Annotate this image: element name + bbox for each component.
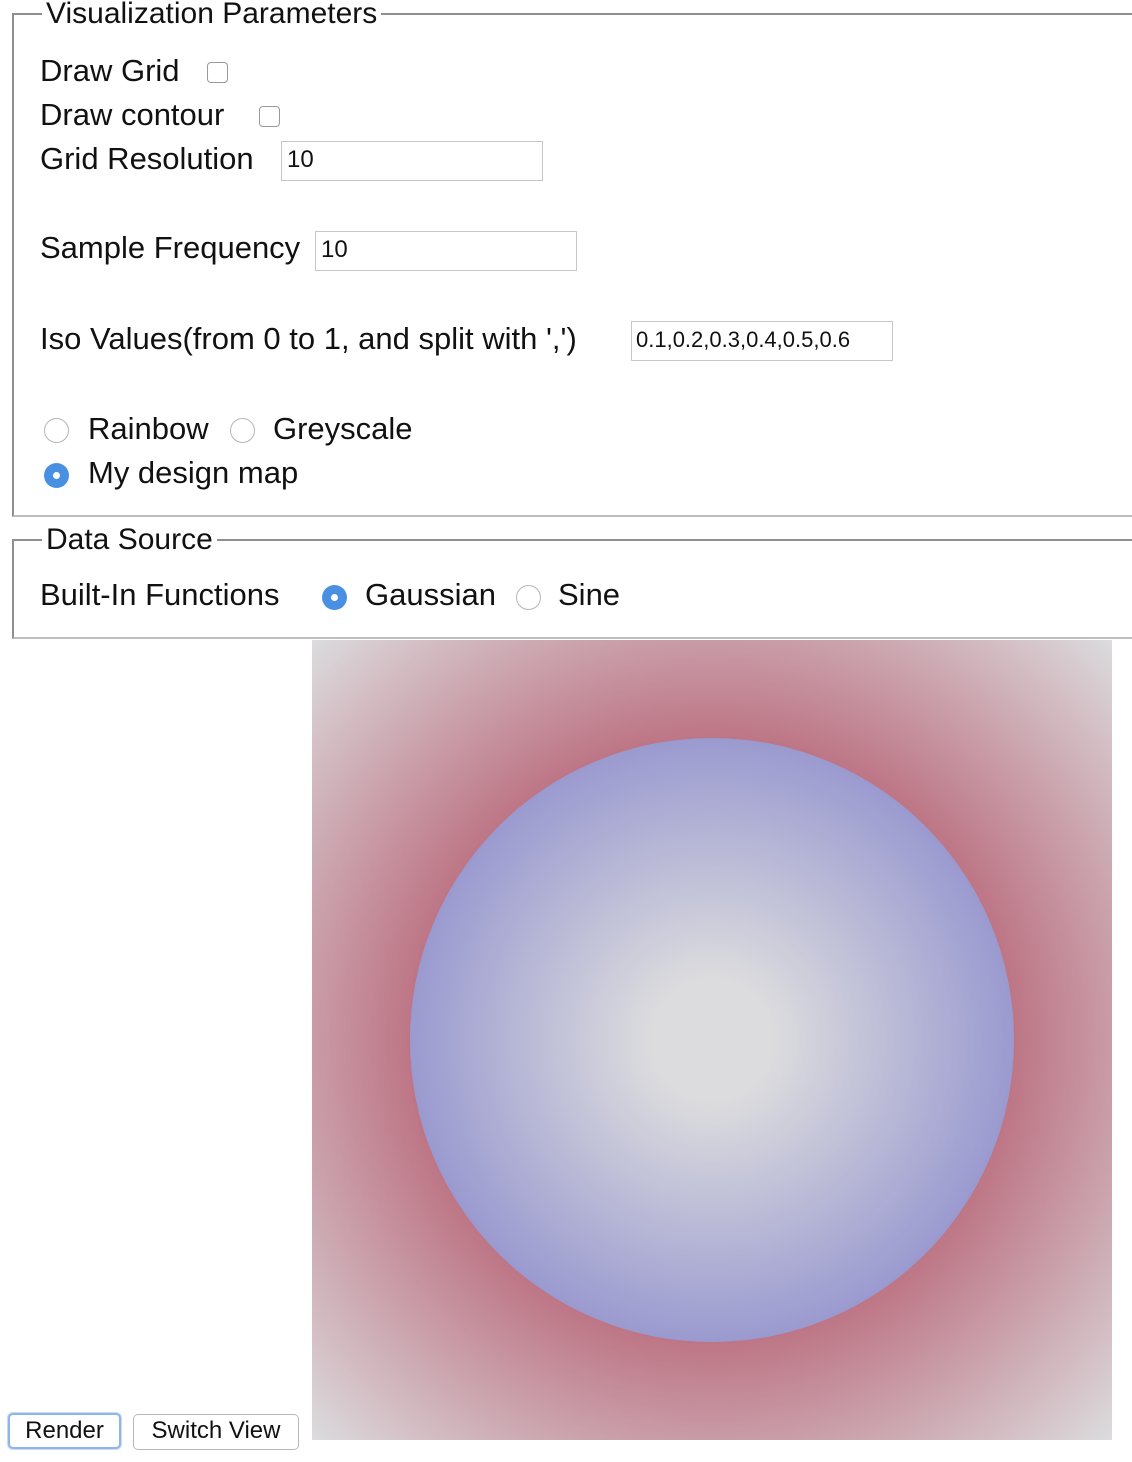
- render-button[interactable]: Render: [8, 1413, 121, 1449]
- sample-frequency-input[interactable]: 10: [315, 231, 577, 271]
- greyscale-radio[interactable]: [230, 418, 255, 443]
- visualization-parameters-legend: Visualization Parameters: [42, 0, 382, 30]
- sine-label: Sine: [558, 577, 621, 612]
- gaussian-radio[interactable]: [322, 585, 347, 610]
- inner-disc: [410, 738, 1014, 1342]
- grid-resolution-label: Grid Resolution: [40, 141, 254, 176]
- greyscale-label: Greyscale: [273, 411, 413, 446]
- data-source-fieldset: Data Source: [12, 524, 1132, 639]
- visualization-canvas[interactable]: [312, 640, 1112, 1440]
- built-in-functions-label: Built-In Functions: [40, 577, 280, 612]
- draw-grid-label: Draw Grid: [40, 53, 180, 88]
- gaussian-heatmap: [312, 640, 1112, 1440]
- rainbow-label: Rainbow: [88, 411, 209, 446]
- gaussian-label: Gaussian: [365, 577, 496, 612]
- draw-contour-label: Draw contour: [40, 97, 225, 132]
- sine-radio[interactable]: [516, 585, 541, 610]
- rainbow-radio[interactable]: [44, 418, 69, 443]
- iso-values-label: Iso Values(from 0 to 1, and split with '…: [40, 321, 577, 356]
- my-design-map-radio[interactable]: [44, 463, 69, 488]
- sample-frequency-label: Sample Frequency: [40, 230, 301, 265]
- iso-values-input[interactable]: 0.1,0.2,0.3,0.4,0.5,0.6: [631, 321, 893, 361]
- my-design-map-label: My design map: [88, 455, 299, 490]
- visualization-parameters-fieldset: Visualization Parameters: [12, 0, 1132, 517]
- grid-resolution-input[interactable]: 10: [281, 141, 543, 181]
- draw-grid-checkbox[interactable]: [207, 62, 228, 83]
- switch-view-button[interactable]: Switch View: [133, 1414, 299, 1450]
- data-source-legend: Data Source: [42, 524, 217, 556]
- draw-contour-checkbox[interactable]: [259, 106, 280, 127]
